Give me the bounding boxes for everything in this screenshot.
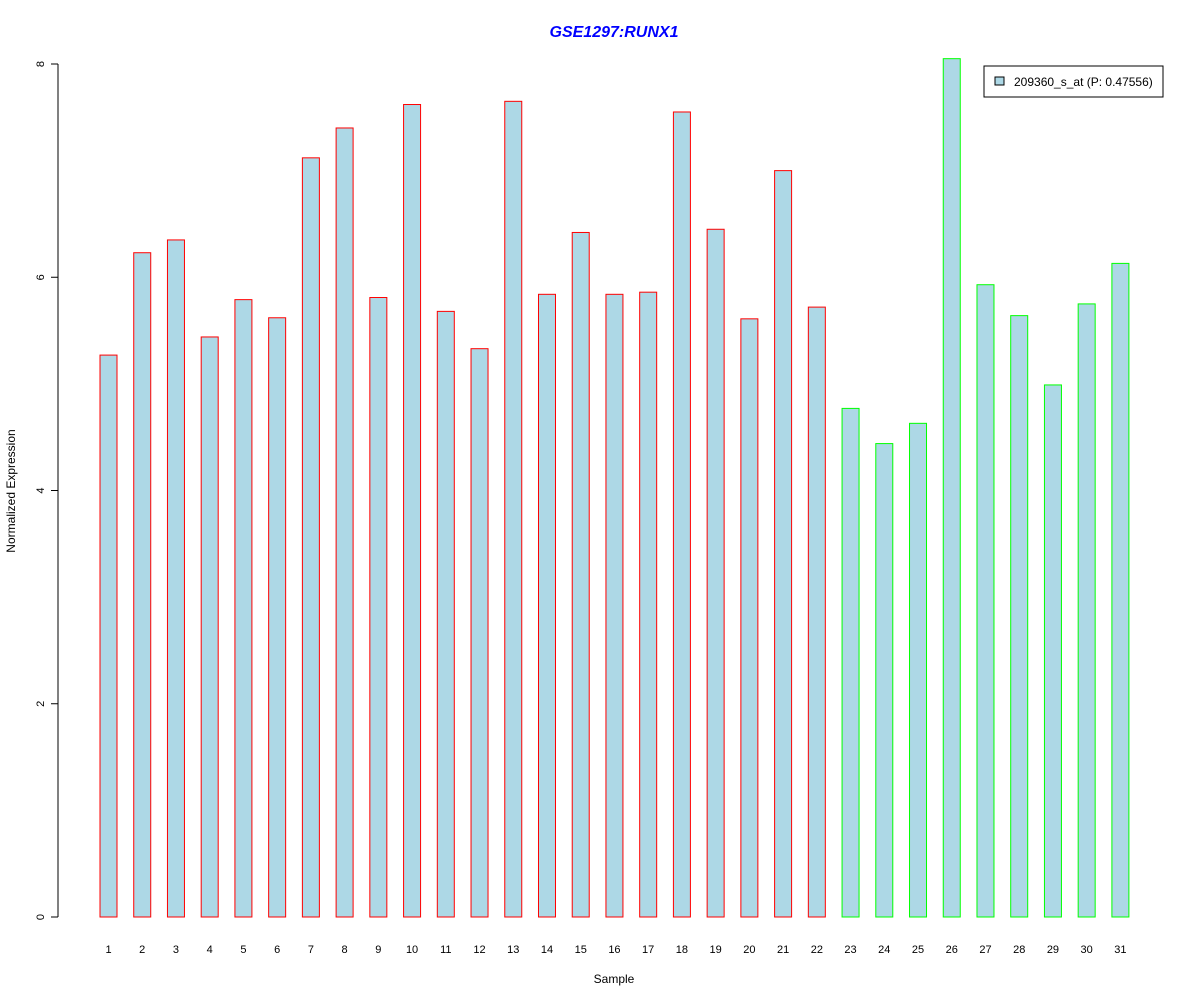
- x-tick-label: 16: [608, 944, 620, 956]
- bar-sample-27: [976, 284, 995, 918]
- x-tick-label: 10: [406, 944, 418, 956]
- x-tick-label: 20: [743, 944, 755, 956]
- x-tick-label: 17: [642, 944, 654, 956]
- x-tick-label: 29: [1047, 944, 1059, 956]
- legend-box: [983, 65, 1164, 98]
- x-tick-label: 18: [676, 944, 688, 956]
- bar-sample-28: [1010, 315, 1029, 918]
- bar-sample-9: [369, 297, 388, 918]
- x-tick-label: 15: [575, 944, 587, 956]
- bar-sample-13: [504, 100, 523, 918]
- bar-sample-23: [841, 407, 860, 918]
- bar-sample-7: [301, 157, 320, 918]
- x-tick-label: 30: [1081, 944, 1093, 956]
- x-tick-label: 24: [878, 944, 890, 956]
- bar-sample-22: [807, 306, 826, 918]
- x-tick-label: 5: [240, 944, 246, 956]
- x-tick-label: 25: [912, 944, 924, 956]
- x-tick-label: 7: [308, 944, 314, 956]
- x-tick-label: 12: [473, 944, 485, 956]
- x-tick-label: 28: [1013, 944, 1025, 956]
- x-tick-label: 11: [440, 944, 451, 956]
- legend-swatch: [994, 76, 1005, 86]
- y-axis-label: Normalized Expression: [4, 429, 18, 552]
- bar-sample-5: [234, 299, 253, 918]
- y-tick-label: 0: [35, 914, 47, 920]
- x-tick-label: 14: [541, 944, 553, 956]
- bar-sample-18: [672, 111, 691, 918]
- chart-title: GSE1297:RUNX1: [550, 24, 679, 41]
- y-tick-label: 8: [35, 61, 47, 67]
- x-tick-label: 31: [1114, 944, 1126, 956]
- bar-sample-8: [335, 127, 354, 918]
- x-tick-label: 19: [710, 944, 722, 956]
- bar-sample-30: [1077, 303, 1096, 918]
- bar-sample-17: [639, 291, 658, 918]
- y-tick-label: 6: [35, 274, 47, 280]
- x-tick-label: 21: [777, 944, 789, 956]
- x-tick-label: 4: [207, 944, 213, 956]
- bar-sample-6: [268, 317, 287, 918]
- x-tick-label: 22: [811, 944, 823, 956]
- x-axis-label: Sample: [594, 972, 635, 986]
- bar-sample-12: [470, 348, 489, 918]
- bar-sample-14: [537, 293, 556, 918]
- bar-sample-21: [774, 170, 793, 918]
- y-tick-label: 2: [35, 701, 47, 707]
- y-tick-label: 4: [35, 487, 47, 493]
- x-tick-label: 1: [105, 944, 111, 956]
- x-tick-label: 3: [173, 944, 179, 956]
- bar-sample-24: [875, 443, 894, 918]
- bar-sample-2: [133, 252, 152, 918]
- bar-sample-31: [1111, 262, 1130, 918]
- x-tick-label: 26: [946, 944, 958, 956]
- x-tick-label: 9: [375, 944, 381, 956]
- bar-sample-16: [605, 293, 624, 918]
- x-tick-label: 2: [139, 944, 145, 956]
- x-tick-label: 8: [342, 944, 348, 956]
- bar-sample-1: [99, 354, 118, 918]
- bar-sample-4: [200, 336, 219, 918]
- bar-sample-11: [436, 310, 455, 918]
- x-tick-label: 6: [274, 944, 280, 956]
- bar-sample-19: [706, 228, 725, 918]
- bar-sample-29: [1043, 384, 1062, 918]
- bar-sample-15: [571, 231, 590, 918]
- bar-sample-20: [740, 318, 759, 918]
- bar-sample-26: [942, 58, 961, 918]
- x-tick-label: 23: [844, 944, 856, 956]
- bar-sample-10: [403, 104, 422, 918]
- x-tick-label: 27: [979, 944, 991, 956]
- legend-label: 209360_s_at (P: 0.47556): [1014, 75, 1153, 89]
- bar-sample-3: [166, 239, 185, 918]
- legend: 209360_s_at (P: 0.47556): [983, 65, 1164, 98]
- x-tick-label: 13: [507, 944, 519, 956]
- bar-sample-25: [909, 422, 928, 918]
